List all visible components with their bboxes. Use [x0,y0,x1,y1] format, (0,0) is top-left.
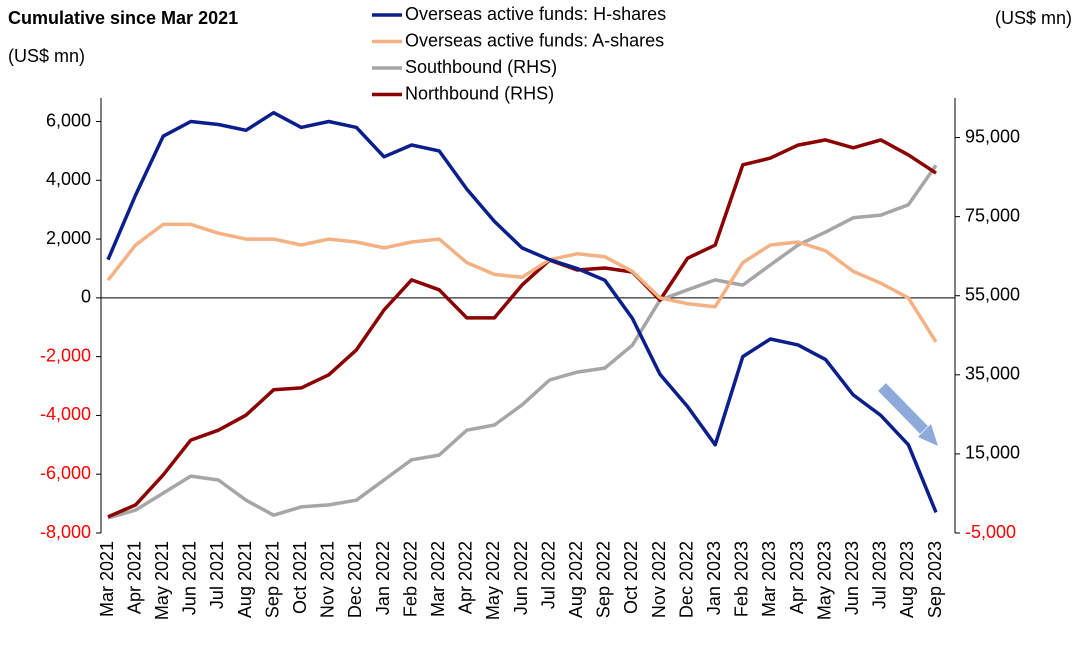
x-tick-label: Jan 2022 [373,541,393,615]
legend-label: Overseas active funds: H-shares [405,4,666,24]
x-tick-label: Apr 2022 [456,541,476,614]
x-tick-label: Feb 2022 [400,541,420,617]
x-tick-label: Mar 2023 [759,541,779,617]
x-tick-label: Aug 2021 [235,541,255,618]
y2-tick-label: 35,000 [965,364,1020,384]
arrow-head [918,424,938,446]
x-tick-label: Nov 2021 [318,541,338,618]
x-tick-label: Aug 2022 [566,541,586,618]
chart-title: Cumulative since Mar 2021 [8,8,238,28]
x-tick-label: Jul 2021 [207,541,227,609]
x-tick-label: Jun 2023 [842,541,862,615]
y-axis-label: (US$ mn) [8,46,85,66]
y-tick-label: -4,000 [40,404,91,424]
y2-tick-label: 75,000 [965,205,1020,225]
x-tick-label: May 2021 [152,541,172,620]
x-tick-label: Oct 2022 [621,541,641,614]
x-tick-label: Oct 2021 [290,541,310,614]
x-tick-label: May 2022 [483,541,503,620]
legend-label: Overseas active funds: A-shares [405,30,664,50]
x-tick-label: Jun 2021 [180,541,200,615]
series-line [107,138,937,519]
arrow-shaft [878,383,928,434]
x-tick-label: Mar 2021 [97,541,117,617]
x-tick-label: Sep 2021 [262,541,282,618]
x-tick-label: Feb 2023 [732,541,752,617]
y2-tick-label: -5,000 [965,522,1016,542]
x-tick-label: Dec 2022 [676,541,696,618]
x-tick-label: Jul 2023 [870,541,890,609]
series-line [106,110,938,514]
legend-label: Southbound (RHS) [405,57,557,77]
legend-label: Northbound (RHS) [405,83,554,103]
y2-axis-label: (US$ mn) [995,8,1072,28]
series-line [106,222,938,343]
trend-arrow [878,383,938,446]
y-tick-label: 2,000 [46,228,91,248]
y2-tick-label: 95,000 [965,126,1020,146]
y-tick-label: 4,000 [46,169,91,189]
x-tick-label: Dec 2021 [345,541,365,618]
x-tick-label: Jul 2022 [538,541,558,609]
x-tick-label: Jun 2022 [511,541,531,615]
series-line [107,164,938,520]
y-tick-label: 0 [81,287,91,307]
x-tick-label: Apr 2021 [124,541,144,614]
x-tick-label: Mar 2022 [428,541,448,617]
y-tick-label: -8,000 [40,522,91,542]
y-tick-label: 6,000 [46,110,91,130]
x-tick-label: Nov 2022 [649,541,669,618]
x-tick-label: May 2023 [814,541,834,620]
x-tick-label: Sep 2023 [925,541,945,618]
x-tick-label: Jan 2023 [704,541,724,615]
y-tick-label: -6,000 [40,463,91,483]
y2-tick-label: 55,000 [965,284,1020,304]
x-tick-label: Apr 2023 [787,541,807,614]
y2-tick-label: 15,000 [965,443,1020,463]
x-tick-label: Sep 2022 [594,541,614,618]
x-tick-label: Aug 2023 [897,541,917,618]
y-tick-label: -2,000 [40,345,91,365]
